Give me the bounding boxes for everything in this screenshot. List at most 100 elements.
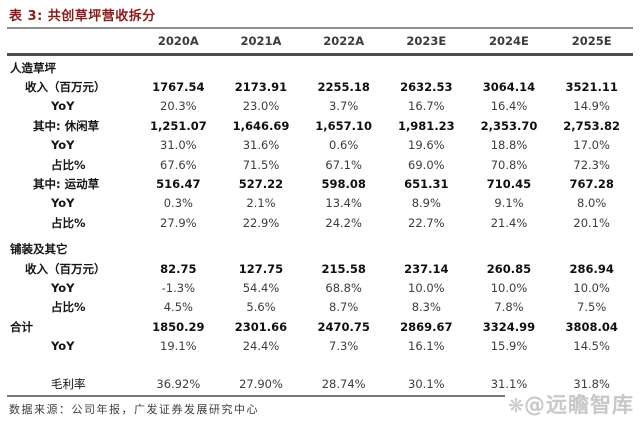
cell-value: 69.0% xyxy=(408,157,445,172)
cell-value: 36.92% xyxy=(156,376,201,391)
cell-value: 2869.67 xyxy=(400,319,453,334)
table-header-row: 2020A 2021A 2022A 2023E 2024E 2025E xyxy=(7,29,633,53)
cell-value: 27.9% xyxy=(160,215,197,230)
table-row: YoY 0.3% 2.1% 13.4% 8.9% 9.1% 8.0% xyxy=(7,194,633,213)
cell-value: 16.7% xyxy=(408,99,445,114)
cell-value: 30.1% xyxy=(408,376,445,391)
column-header-2020A: 2020A xyxy=(157,34,199,48)
cell-value: 10.0% xyxy=(490,280,528,295)
cell-value: 0.3% xyxy=(163,196,193,211)
cell-value: 651.31 xyxy=(404,177,449,192)
row-label: 毛利率 xyxy=(51,376,86,391)
cell-value: 8.0% xyxy=(577,196,607,211)
cell-value: 19.1% xyxy=(160,339,197,354)
cell-value: 68.8% xyxy=(325,280,362,295)
cell-value: 20.1% xyxy=(573,215,610,230)
column-header-2022A: 2022A xyxy=(323,34,365,48)
table-row: 毛利率 36.92% 27.90% 28.74% 30.1% 31.1% 31.8% xyxy=(7,374,633,393)
cell-value: 27.90% xyxy=(239,376,283,391)
cell-value: 215.58 xyxy=(321,261,366,276)
data-source-note: 数据来源：公司年报，广发证券发展研究中心 xyxy=(9,403,259,416)
cell-value: 7.8% xyxy=(494,300,524,315)
cell-value: 7.3% xyxy=(329,339,359,354)
cell-value: 1,251.07 xyxy=(149,118,207,133)
row-label: 其中: 休闲草 xyxy=(33,118,100,133)
cell-value: 82.75 xyxy=(160,261,197,276)
table-row: YoY 31.0% 31.6% 0.6% 19.6% 18.8% 17.0% xyxy=(7,136,633,155)
cell-value: 8.9% xyxy=(411,196,441,211)
row-label: 人造草坪 xyxy=(10,60,56,75)
cell-value: 2255.18 xyxy=(317,80,370,95)
cell-value: 21.4% xyxy=(490,215,528,230)
cell-value: 3064.14 xyxy=(482,80,536,95)
column-header-2023E: 2023E xyxy=(406,34,447,48)
cell-value: 3808.04 xyxy=(565,319,618,334)
row-label: 收入（百万元） xyxy=(25,261,106,276)
cell-value: 1767.54 xyxy=(152,80,205,95)
row-label: 其中: 运动草 xyxy=(33,177,100,192)
cell-value: 1,657.10 xyxy=(315,118,373,133)
cell-value: 31.0% xyxy=(160,138,197,153)
revenue-breakdown-table: 2020A 2021A 2022A 2023E 2024E 2025E 人造草坪 收入（百万… xyxy=(7,29,633,393)
row-label: YoY xyxy=(51,99,75,114)
table-row: 其中: 运动草 516.47 527.22 598.08 651.31 710.45 767… xyxy=(7,174,633,193)
row-label: 占比% xyxy=(51,215,86,230)
cell-value: 28.74% xyxy=(321,376,366,391)
cell-value: 20.3% xyxy=(160,99,197,114)
cell-value: 2,353.70 xyxy=(480,118,538,133)
cell-value: 1,646.69 xyxy=(232,118,290,133)
cell-value: 13.4% xyxy=(325,196,362,211)
table-body: 人造草坪 收入（百万元） 1767.54 2173.91 2255.18 2632.53 3… xyxy=(7,56,633,393)
cell-value: 598.08 xyxy=(321,177,366,192)
header-divider xyxy=(7,53,633,56)
cell-value: 31.6% xyxy=(242,138,280,153)
cell-value: 24.2% xyxy=(325,215,362,230)
cell-value: 16.1% xyxy=(408,339,445,354)
cell-value: 9.1% xyxy=(494,196,524,211)
cell-value: 22.9% xyxy=(242,215,280,230)
cell-value: 24.4% xyxy=(242,339,280,354)
cell-value: 767.28 xyxy=(569,177,614,192)
row-label: 合计 xyxy=(10,319,33,334)
cell-value: 3521.11 xyxy=(565,80,618,95)
row-label: YoY xyxy=(51,339,75,354)
table-row: YoY -1.3% 54.4% 68.8% 10.0% 10.0% 10.0% xyxy=(7,278,633,297)
cell-value: 19.6% xyxy=(408,138,445,153)
cell-value: 16.4% xyxy=(490,99,528,114)
cell-value: 2173.91 xyxy=(234,80,288,95)
cell-value: 2.1% xyxy=(246,196,276,211)
row-label: YoY xyxy=(51,138,75,153)
cell-value: 527.22 xyxy=(238,177,284,192)
cell-value: 8.3% xyxy=(411,300,441,315)
cell-value: 22.7% xyxy=(408,215,445,230)
cell-value: 10.0% xyxy=(408,280,445,295)
table-row: YoY 19.1% 24.4% 7.3% 16.1% 15.9% 14.5% xyxy=(7,336,633,355)
row-label: 占比% xyxy=(51,157,86,172)
row-label: YoY xyxy=(51,280,75,295)
think-tank-logo-icon: ❋ xyxy=(508,395,524,417)
column-header-2024E: 2024E xyxy=(489,34,529,48)
cell-value: 516.47 xyxy=(156,177,201,192)
table-title: 表 3: 共创草坪营收拆分 xyxy=(9,9,156,24)
table-row: 其中: 休闲草 1,251.07 1,646.69 1,657.10 1,981.23 2… xyxy=(7,116,633,135)
cell-value: 23.0% xyxy=(242,99,280,114)
table-row: 收入（百万元） 82.75 127.75 215.58 237.14 260.85 286.… xyxy=(7,259,633,278)
cell-value: 2470.75 xyxy=(317,319,370,334)
cell-value: 72.3% xyxy=(573,157,610,172)
cell-value: 31.1% xyxy=(490,376,528,391)
cell-value: 67.6% xyxy=(160,157,197,172)
cell-value: 1850.29 xyxy=(152,319,205,334)
cell-value: 5.6% xyxy=(246,300,276,315)
row-label: 占比% xyxy=(51,300,86,315)
cell-value: 3324.99 xyxy=(482,319,536,334)
cell-value: 2,753.82 xyxy=(563,118,621,133)
table-row: YoY 20.3% 23.0% 3.7% 16.7% 16.4% 14.9% xyxy=(7,97,633,116)
watermark-text: @远瞻智库 xyxy=(524,393,634,417)
cell-value: 2301.66 xyxy=(234,319,288,334)
cell-value: 70.8% xyxy=(490,157,528,172)
section-row: 铺装及其它 xyxy=(7,240,633,259)
footer-divider xyxy=(7,395,633,397)
row-label: YoY xyxy=(51,196,75,211)
table-row: 占比% 4.5% 5.6% 8.7% 8.3% 7.8% 7.5% xyxy=(7,298,633,317)
